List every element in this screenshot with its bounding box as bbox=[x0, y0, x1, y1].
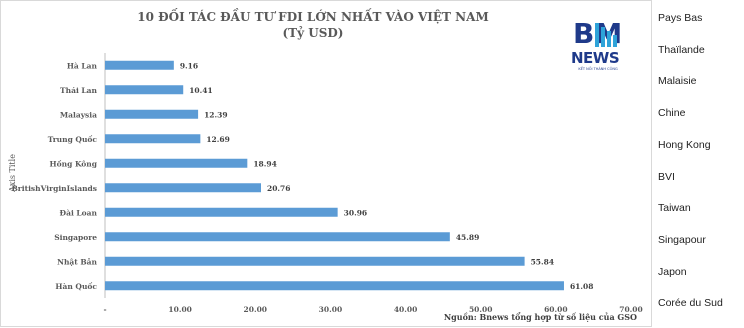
data-label: 45.89 bbox=[456, 233, 480, 242]
data-label: 30.96 bbox=[344, 208, 368, 217]
translation-label: Japon bbox=[658, 265, 687, 278]
category-label: Thái Lan bbox=[60, 86, 97, 95]
y-axis-title: Axis Title bbox=[8, 154, 17, 193]
data-label: 61.08 bbox=[570, 282, 594, 291]
translation-label: Corée du Sud bbox=[658, 297, 723, 310]
category-label: Singapore bbox=[54, 233, 97, 242]
bar bbox=[105, 256, 525, 266]
chart-subtitle: (Tỷ USD) bbox=[283, 26, 344, 40]
translation-label: BVI bbox=[658, 170, 675, 183]
data-label: 12.69 bbox=[206, 135, 230, 144]
category-label: Trung Quốc bbox=[48, 135, 98, 144]
translation-label: Singapour bbox=[658, 233, 706, 246]
x-tick-label: - bbox=[103, 305, 106, 314]
translation-label: Malaisie bbox=[658, 75, 697, 88]
chart-panel: 10 ĐỐI TÁC ĐẦU TƯ FDI LỚN NHẤT VÀO VIỆT … bbox=[0, 0, 652, 327]
data-label: 18.94 bbox=[253, 159, 276, 168]
bar bbox=[105, 158, 248, 168]
bar bbox=[105, 183, 261, 193]
category-label: Hà Lan bbox=[67, 61, 98, 70]
x-tick-label: 70.00 bbox=[619, 305, 643, 314]
category-label: Hàn Quốc bbox=[55, 282, 97, 291]
bars-layer: Hà Lan 9.16 Thái Lan 10.41 Malaysia 12.39 Trun… bbox=[11, 53, 643, 314]
bar bbox=[105, 85, 184, 95]
category-label: Nhật Bản bbox=[57, 257, 97, 266]
data-label: 9.16 bbox=[180, 61, 198, 70]
logo-stripes bbox=[595, 23, 619, 47]
translation-list: Pays Bas Thaïlande Malaisie Chine Hong Kong B… bbox=[658, 0, 744, 327]
translation-label: Chine bbox=[658, 107, 686, 120]
translation-label: Hong Kong bbox=[658, 138, 711, 151]
x-tick-label: 50.00 bbox=[469, 305, 493, 314]
data-label: 10.41 bbox=[189, 86, 213, 95]
x-tick-label: 40.00 bbox=[394, 305, 418, 314]
translation-label: Pays Bas bbox=[658, 12, 703, 24]
logo-tagline: KẾT NỐI THÀNH CÔNG bbox=[578, 67, 618, 71]
bar bbox=[105, 281, 564, 291]
x-tick-label: 20.00 bbox=[244, 305, 268, 314]
category-label: Hồng Kông bbox=[50, 159, 98, 168]
category-label: BritishVirginIslands bbox=[11, 184, 97, 193]
data-label: 12.39 bbox=[204, 110, 228, 119]
logo-name: NEWS bbox=[571, 49, 620, 67]
bar bbox=[105, 109, 199, 119]
data-label: 55.84 bbox=[531, 257, 555, 266]
bar bbox=[105, 60, 174, 70]
bnews-logo: BM NEWS KẾT NỐI THÀNH CÔNG bbox=[571, 19, 625, 75]
bar-chart: 10 ĐỐI TÁC ĐẦU TƯ FDI LỚN NHẤT VÀO VIỆT … bbox=[8, 7, 643, 322]
translation-label: Taiwan bbox=[658, 202, 691, 215]
bar bbox=[105, 134, 201, 144]
x-tick-label: 10.00 bbox=[168, 305, 192, 314]
x-tick-label: 60.00 bbox=[544, 305, 568, 314]
chart-title: 10 ĐỐI TÁC ĐẦU TƯ FDI LỚN NHẤT VÀO VIỆT … bbox=[137, 7, 488, 24]
bar bbox=[105, 232, 450, 242]
category-label: Đài Loan bbox=[60, 208, 98, 217]
bar bbox=[105, 207, 338, 217]
source-note: Nguồn: Bnews tổng hợp từ số liệu của GSO bbox=[444, 312, 637, 322]
translation-label: Thaïlande bbox=[658, 43, 705, 56]
x-tick-label: 30.00 bbox=[319, 305, 343, 314]
category-label: Malaysia bbox=[60, 110, 97, 119]
data-label: 20.76 bbox=[267, 184, 291, 193]
